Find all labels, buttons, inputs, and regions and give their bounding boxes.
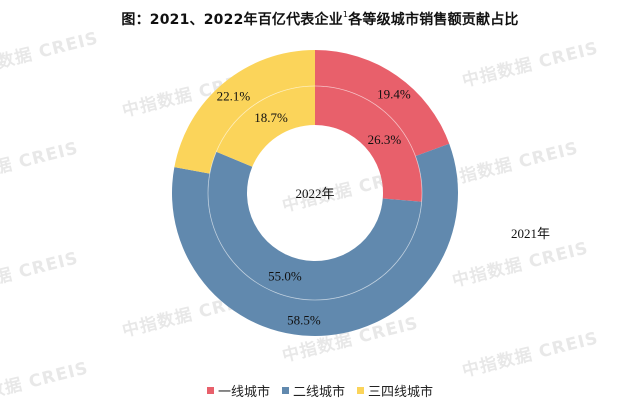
data-label-tier34: 22.1% (217, 89, 251, 104)
legend-item-tier2[interactable]: 二线城市 (281, 381, 345, 400)
slice-2022年-tier1[interactable] (315, 86, 422, 202)
data-label-tier1: 26.3% (368, 132, 402, 147)
data-label-tier2: 55.0% (268, 269, 302, 284)
inner-ring-2022 (208, 86, 422, 300)
legend-label: 三四线城市 (368, 385, 434, 400)
ring-divider (207, 85, 423, 301)
outer-ring-2021 (172, 50, 458, 336)
slice-2022年-tier34[interactable] (216, 86, 315, 167)
legend-label: 二线城市 (292, 385, 345, 400)
title-suffix: 各等级城市销售额贡献占比 (348, 12, 519, 28)
outer-year-label: 2021年 (511, 226, 550, 241)
data-label-tier34: 18.7% (254, 110, 288, 125)
slice-2022年-tier2[interactable] (208, 151, 422, 300)
legend: 一线城市 二线城市 三四线城市 (0, 381, 640, 400)
legend-label: 一线城市 (217, 385, 270, 400)
legend-item-tier1[interactable]: 一线城市 (206, 381, 270, 400)
legend-swatch-yellow (357, 387, 364, 394)
chart-title: 图：2021、2022年百亿代表企业1各等级城市销售额贡献占比 (0, 9, 640, 29)
legend-item-tier34[interactable]: 三四线城市 (357, 381, 433, 400)
data-label-tier1: 19.4% (377, 86, 411, 101)
slice-2021年-tier2[interactable] (172, 143, 458, 336)
legend-swatch-blue (281, 387, 289, 394)
slice-2021年-tier1[interactable] (315, 50, 450, 157)
title-superscript: 1 (342, 10, 349, 19)
center-year-label: 2022年 (295, 186, 334, 201)
data-labels: 19.4% 58.5% 22.1% 26.3% 55.0% 18.7% (217, 86, 411, 327)
title-main: 图：2021、2022年百亿代表企业 (121, 12, 343, 28)
data-label-tier2: 58.5% (287, 313, 321, 328)
slice-2021年-tier34[interactable] (174, 50, 315, 174)
legend-swatch-red (206, 387, 214, 394)
